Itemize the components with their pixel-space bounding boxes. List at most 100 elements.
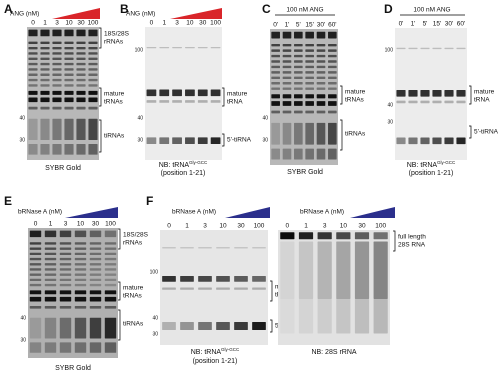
gel-band (420, 90, 430, 97)
size-marker: 30 (387, 119, 393, 125)
gel-band (28, 73, 38, 76)
gel-band (420, 47, 430, 50)
gel-band (316, 65, 326, 69)
probe-position: (position 1-21) (409, 170, 454, 177)
probe-name: NB: tRNA (407, 162, 438, 169)
gel-band (89, 317, 102, 339)
gel-band (271, 65, 280, 69)
gel-band (29, 273, 42, 276)
gel-band (40, 29, 50, 37)
gel-band (104, 230, 117, 238)
gel-band (52, 73, 62, 76)
gel-band (396, 137, 406, 145)
gel-band (234, 322, 248, 331)
band-annotation: full length (398, 234, 426, 241)
gel-band (64, 46, 74, 50)
gel-band (52, 41, 62, 45)
band-annotation: tiRNAs (345, 131, 366, 138)
gel-band (76, 52, 86, 55)
gel-band (28, 62, 38, 66)
gel-band (298, 232, 314, 240)
treatment-label: ANG (nM) (126, 11, 155, 18)
gel-band (29, 263, 42, 266)
gel-band (64, 84, 74, 87)
gel-band (162, 247, 176, 249)
gel-band (280, 232, 295, 240)
gel-band (104, 283, 117, 287)
gel-band (28, 41, 38, 45)
gel-band (216, 276, 230, 282)
gel-band (282, 71, 292, 74)
gel-band (172, 100, 182, 103)
gel-band (76, 78, 86, 82)
band-annotation: mature (123, 285, 144, 292)
lane-label: 5' (296, 22, 301, 29)
gel-band (104, 247, 117, 250)
gel-band (396, 90, 406, 97)
size-marker: 30 (152, 331, 158, 337)
gel-band (88, 52, 98, 55)
gel-band (305, 87, 314, 90)
gel-band (89, 278, 102, 282)
size-marker: 30 (20, 337, 26, 343)
gel-band (28, 52, 38, 55)
bracket (99, 87, 102, 107)
gel-band (104, 242, 117, 245)
gel-band (271, 82, 280, 85)
gel-band (305, 94, 314, 99)
band-annotation: 5'-tiRNA (227, 137, 252, 144)
size-marker: 40 (20, 315, 26, 321)
treatment-label: ANG (nM) (10, 11, 39, 18)
gel-band (354, 299, 370, 334)
gel-band (316, 76, 326, 80)
gel-band (271, 148, 280, 160)
gel-band (40, 90, 50, 95)
lane-label: 0 (31, 20, 35, 27)
bracket (118, 228, 121, 250)
bracket (270, 280, 273, 302)
gel-band (408, 90, 418, 97)
lane-label: 100 (254, 223, 265, 230)
gel-band (76, 68, 86, 71)
gel-band (282, 76, 292, 80)
probe-label: NB: tRNAGly-GCC (407, 160, 456, 169)
gel-band (64, 68, 74, 71)
gel-band (305, 54, 314, 58)
gel-band (59, 268, 72, 271)
gel-band (59, 263, 72, 266)
gel-band (282, 122, 292, 145)
lane-label: 10 (186, 20, 194, 27)
gel-band (271, 76, 280, 80)
size-marker: 100 (135, 47, 144, 53)
panel-label: F (146, 194, 153, 208)
gel-band (271, 71, 280, 74)
gel-band (294, 65, 303, 69)
concentration-wedge (225, 207, 270, 218)
gel-band (271, 49, 280, 52)
gel-band (64, 62, 74, 66)
gel-band (40, 57, 50, 60)
gel-band (328, 110, 337, 114)
gel-band (456, 100, 466, 104)
gel-band (104, 296, 117, 302)
gel-band (328, 49, 337, 52)
gel-band (52, 68, 62, 71)
gel-band (316, 94, 326, 99)
lane-label: 30' (445, 21, 453, 28)
gel-band (197, 89, 208, 97)
gel-band (44, 263, 57, 266)
band-annotation: mature (227, 91, 248, 98)
gel-band (28, 29, 38, 37)
gel-band (336, 299, 351, 334)
gel-band (74, 306, 87, 309)
gel-band (282, 148, 292, 160)
gel-band (52, 46, 62, 50)
gel-band (328, 71, 337, 74)
gel-band (59, 283, 72, 287)
gel-band (282, 87, 292, 90)
gel-band (59, 306, 72, 309)
gel-band (317, 299, 332, 334)
gel-band (354, 241, 370, 299)
gel-band (210, 46, 221, 49)
gel-band (89, 290, 102, 295)
